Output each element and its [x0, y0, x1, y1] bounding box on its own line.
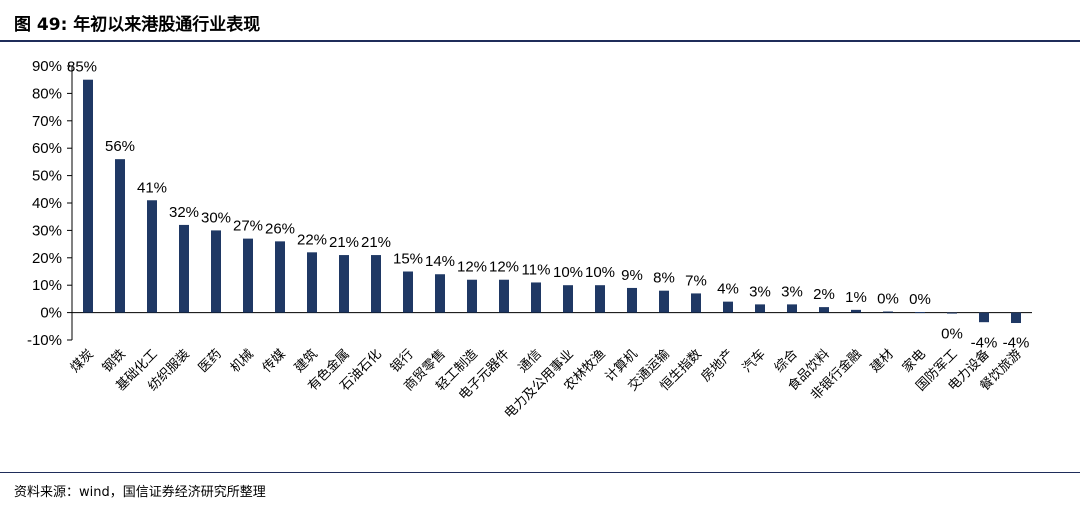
bar [979, 312, 989, 323]
data-label: -4% [1003, 335, 1030, 352]
data-label: 12% [489, 259, 519, 276]
y-tick-label: 10% [32, 277, 62, 294]
data-label: 8% [653, 270, 675, 287]
bar [723, 301, 733, 313]
bottom-rule [0, 472, 1080, 473]
y-tick-label: 40% [32, 195, 62, 212]
data-label: -4% [971, 335, 998, 352]
data-label: 32% [169, 204, 199, 221]
bar [627, 287, 637, 313]
data-label: 3% [781, 283, 803, 300]
data-label: 30% [201, 209, 231, 226]
data-label: 4% [717, 281, 739, 298]
category-label: 机械 [228, 347, 257, 376]
bar [211, 230, 221, 313]
y-tick-label: 50% [32, 168, 62, 185]
bar [275, 241, 285, 313]
y-tick-label: 30% [32, 222, 62, 239]
category-label: 汽车 [739, 346, 769, 376]
data-label: 14% [425, 253, 455, 270]
bar [115, 159, 125, 313]
data-label: 21% [361, 234, 391, 251]
data-label: 10% [553, 264, 583, 281]
bar [179, 224, 189, 313]
data-label: 9% [621, 267, 643, 284]
data-label: 56% [105, 138, 135, 155]
y-tick-label: 90% [32, 58, 62, 75]
bar [339, 255, 349, 313]
bar [147, 200, 157, 313]
bar [531, 282, 541, 313]
bar [435, 274, 445, 313]
data-label: 2% [813, 286, 835, 303]
bar [243, 238, 253, 313]
data-label: 15% [393, 251, 423, 268]
source-note: 资料来源：wind，国信证券经济研究所整理 [14, 485, 266, 500]
bar [83, 79, 93, 313]
data-label: 11% [522, 261, 551, 278]
y-tick-label: 60% [32, 140, 62, 157]
data-label: 26% [265, 220, 295, 237]
bar [499, 279, 509, 313]
data-label: 41% [137, 179, 167, 196]
data-label: 3% [749, 283, 771, 300]
data-label: 1% [845, 289, 867, 306]
data-label: 85% [67, 59, 97, 76]
bar [307, 252, 317, 313]
data-label: 12% [457, 259, 487, 276]
bar [851, 309, 861, 313]
category-label: 传媒 [260, 347, 289, 376]
data-label: 7% [685, 272, 707, 289]
bar [691, 293, 701, 313]
data-label: 21% [329, 234, 359, 251]
category-label: 煤炭 [68, 347, 97, 376]
bar [755, 304, 765, 313]
bar [659, 290, 669, 313]
y-tick-label: -10% [27, 332, 62, 349]
bar [467, 279, 477, 313]
bar-chart: 90% 80% 70% 60% 50% 40% 30% 20% 10% 0% -10% 85% 煤炭 56… [27, 58, 1032, 422]
bar [563, 285, 573, 313]
bar [595, 285, 605, 313]
bar [787, 304, 797, 313]
bar [915, 312, 925, 314]
bar [1011, 312, 1021, 324]
bar [819, 307, 829, 313]
top-rule [0, 40, 1080, 42]
category-label: 建材 [868, 347, 897, 376]
category-label: 医药 [196, 347, 225, 376]
bar [371, 255, 381, 313]
y-tick-label: 0% [40, 305, 62, 322]
bar [403, 271, 413, 313]
bar [947, 312, 957, 314]
bar [883, 311, 893, 313]
y-tick-label: 20% [32, 250, 62, 267]
data-label: 27% [233, 218, 263, 235]
data-label: 0% [909, 291, 931, 308]
data-label: 0% [941, 326, 963, 343]
data-label: 0% [877, 291, 899, 308]
category-label: 房地产 [698, 346, 737, 385]
data-label: 10% [585, 264, 615, 281]
data-label: 22% [297, 231, 327, 248]
y-tick-label: 70% [32, 113, 62, 130]
figure-title: 图 49: 年初以来港股通行业表现 [14, 15, 261, 35]
y-tick-label: 80% [32, 85, 62, 102]
